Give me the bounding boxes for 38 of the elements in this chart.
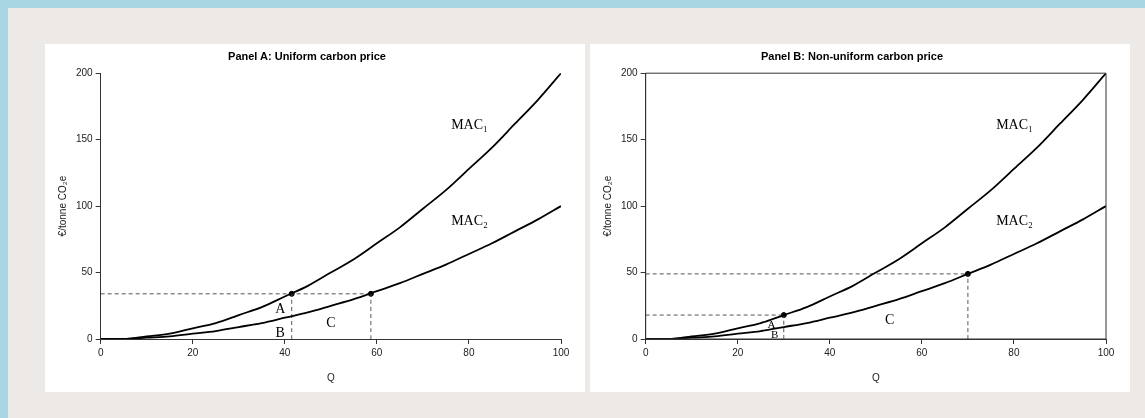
y-tick-label: 100 (76, 199, 94, 211)
series-label: MAC₁ (996, 117, 1033, 133)
annotation: B (275, 325, 285, 341)
chart-title: Panel B: Non-uniform carbon price (760, 49, 944, 62)
x-tick-label: 80 (1008, 346, 1020, 358)
y-tick-label: 0 (632, 332, 639, 344)
y-tick-label: 50 (81, 266, 94, 278)
chart-title: Panel A: Uniform carbon price (228, 49, 386, 62)
y-tick-label: 0 (87, 332, 94, 344)
annotation: B (770, 327, 779, 340)
x-tick-label: 0 (97, 346, 104, 358)
x-tick-label: 100 (552, 346, 570, 358)
y-tick-label: 200 (621, 66, 639, 78)
x-tick-label: 100 (1097, 346, 1115, 358)
series-label: MAC₂ (451, 212, 489, 228)
x-tick-label: 80 (463, 346, 475, 358)
annotation: A (275, 301, 287, 317)
x-tick-label: 20 (732, 346, 744, 358)
annotation: A (767, 317, 776, 330)
y-tick-label: 100 (621, 199, 639, 211)
x-tick-label: 0 (642, 346, 649, 358)
y-tick-label: 150 (76, 133, 94, 145)
annotation: C (326, 314, 336, 330)
series-label: MAC₂ (996, 212, 1034, 228)
x-axis-title: Q (871, 371, 880, 383)
annotation: C (884, 312, 895, 328)
y-axis-title: €/tonne CO₂e (56, 175, 68, 237)
x-tick-label: 40 (279, 346, 291, 358)
x-tick-label: 20 (187, 346, 199, 358)
y-axis-title: €/tonne CO₂e (601, 175, 613, 237)
series-label: MAC₁ (451, 117, 488, 133)
y-tick-label: 50 (626, 266, 639, 278)
x-tick-label: 40 (824, 346, 836, 358)
y-tick-label: 150 (621, 133, 639, 145)
y-tick-label: 200 (76, 66, 94, 78)
x-tick-label: 60 (371, 346, 383, 358)
x-axis-title: Q (326, 371, 335, 383)
x-tick-label: 60 (916, 346, 928, 358)
